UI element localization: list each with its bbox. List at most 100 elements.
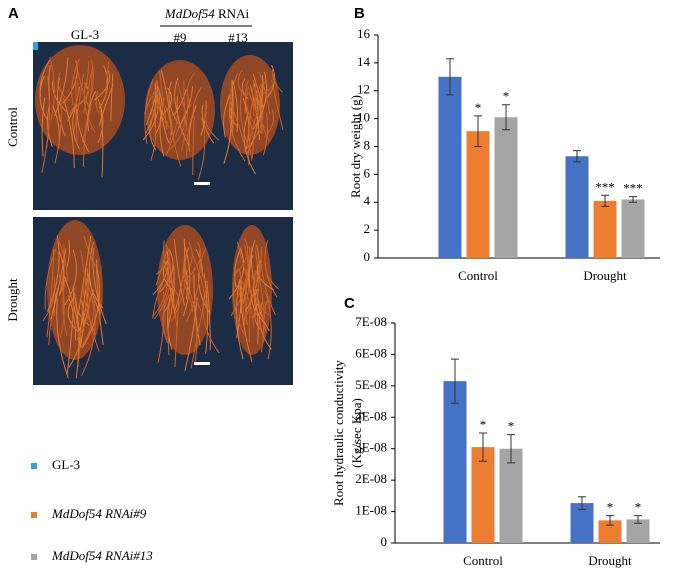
panel-label: C: [344, 295, 355, 312]
root-strand: [98, 65, 109, 109]
y-axis-label: (Kg/sec Kpa): [349, 398, 364, 468]
root-strand: [51, 80, 67, 113]
root-strand: [186, 104, 197, 158]
x-tick-label: Control: [458, 268, 498, 283]
root-strand: [76, 109, 90, 153]
root-strand: [170, 118, 182, 167]
x-tick-label: Control: [463, 553, 503, 568]
root-strand: [46, 235, 60, 312]
root-strand: [68, 79, 79, 115]
root-strand: [58, 274, 65, 338]
significance: ***: [595, 179, 615, 194]
root-strand: [167, 265, 175, 329]
root-strand: [75, 60, 91, 110]
panel-label: B: [354, 5, 365, 22]
root-strand: [243, 111, 256, 175]
root-strand: [174, 77, 179, 112]
root-strand: [197, 117, 206, 181]
root-strand: [71, 58, 81, 106]
root-strand: [97, 98, 104, 144]
legend-label: MdDof54 RNAi#13: [51, 548, 153, 563]
root-strand: [239, 285, 253, 363]
y-tick-label: 4E-08: [355, 408, 387, 423]
root-strand: [83, 65, 94, 114]
root-strand: [232, 79, 239, 132]
root-strand: [170, 257, 187, 323]
root-strand: [184, 247, 190, 290]
error-bar: [601, 194, 609, 207]
root-strand: [245, 79, 263, 134]
root-strand: [48, 64, 51, 100]
root-strand: [167, 275, 175, 355]
root-strand: [183, 284, 194, 312]
root-strand: [248, 289, 253, 343]
root-strand: [248, 240, 257, 314]
root-strand: [162, 260, 175, 292]
error-bar: [573, 150, 581, 163]
error-bar: [606, 515, 614, 526]
root-strand: [49, 57, 55, 121]
column-label: GL-3: [71, 27, 99, 42]
root-strand: [188, 105, 197, 152]
x-tick-label: Drought: [588, 553, 632, 568]
root-strand: [87, 90, 97, 132]
bar: [621, 199, 645, 258]
significance: *: [503, 89, 510, 104]
y-tick-label: 14: [357, 54, 371, 69]
root-strand: [47, 104, 53, 147]
root-strand: [192, 267, 202, 312]
y-tick-label: 16: [357, 26, 371, 41]
root-strand: [58, 250, 65, 296]
significance: *: [475, 100, 482, 115]
root-strand: [149, 118, 157, 151]
root-strand: [202, 286, 220, 354]
root-strand: [153, 92, 158, 117]
root-strand: [75, 288, 90, 341]
root-strand: [88, 242, 101, 313]
root-strand: [142, 94, 159, 141]
error-bar: [634, 515, 642, 524]
root-strand: [204, 109, 220, 141]
root-strand: [252, 287, 259, 345]
root-strand: [152, 279, 165, 319]
root-strand: [261, 73, 276, 96]
root-strand: [245, 244, 260, 312]
error-bar: [451, 358, 459, 404]
root-strand: [248, 91, 255, 117]
root-strand: [191, 252, 207, 306]
root-strand: [264, 239, 278, 298]
panel-label: A: [8, 5, 19, 22]
legend-label: GL-3: [52, 457, 80, 472]
root-strand: [88, 273, 104, 309]
legend-swatch: [31, 512, 37, 518]
legend-swatch: [31, 554, 37, 560]
root-strand: [46, 248, 55, 338]
group-label: MdDof54 RNAi: [164, 6, 250, 21]
bar: [494, 117, 518, 258]
root-strand: [81, 300, 96, 377]
root-strand: [183, 241, 202, 282]
root-strand: [256, 260, 275, 291]
legend-swatch: [31, 463, 37, 469]
root-strand: [182, 244, 191, 317]
root-strand: [267, 298, 272, 360]
root-strand: [164, 105, 172, 145]
root-strand: [257, 75, 264, 128]
root-strand: [39, 59, 51, 97]
root-strand: [223, 94, 231, 138]
root-strand: [203, 273, 208, 355]
row-label: Drought: [5, 278, 20, 322]
error-bar: [502, 104, 510, 131]
bar: [626, 519, 650, 543]
photo-panel: [33, 42, 293, 385]
root-strand: [100, 106, 104, 178]
root-strand: [259, 78, 270, 141]
root-strand: [253, 77, 257, 106]
root-strand: [235, 278, 244, 360]
y-tick-label: 6: [364, 165, 371, 180]
root-strand: [73, 291, 80, 379]
root-strand: [181, 242, 193, 280]
root-strand: [239, 85, 249, 145]
significance: *: [508, 419, 515, 434]
root-strand: [230, 103, 244, 143]
